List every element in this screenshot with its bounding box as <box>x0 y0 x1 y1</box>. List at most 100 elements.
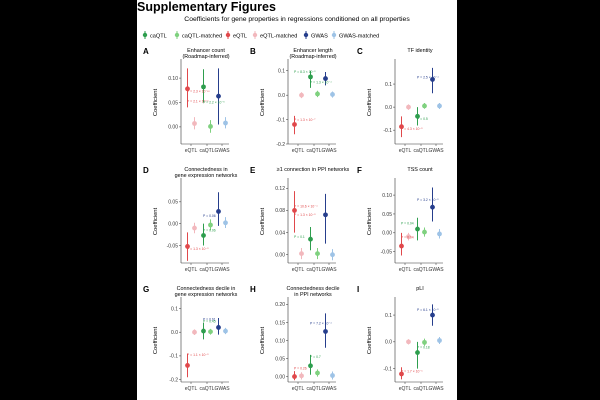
legend-key-dot <box>225 32 231 38</box>
point-eQTL <box>185 86 190 92</box>
point-caQTL-matched <box>315 370 320 376</box>
y-tick-label: 0.00 <box>275 253 285 259</box>
point-GWAS <box>323 329 328 334</box>
p-value-label: P = 0.61 <box>203 317 216 321</box>
y-tick-label: 0.1 <box>385 82 392 88</box>
y-tick-label: -0.2 <box>169 377 178 383</box>
y-tick-label: 0.0 <box>171 330 178 336</box>
point-GWAS-matched <box>223 328 228 334</box>
panel-title: TSS count <box>407 167 433 173</box>
y-tick-label: -0.05 <box>167 243 179 249</box>
point-eQTL <box>185 244 190 249</box>
point-GWAS <box>430 312 435 318</box>
p-value-label: P = 2.2 × 10⁻⁵ <box>203 100 225 104</box>
point-GWAS-matched <box>437 231 442 237</box>
panel-title: in PPI networks <box>294 292 332 298</box>
x-tick-label: caQTL <box>199 386 214 392</box>
x-tick-label: eQTL <box>292 148 305 154</box>
y-tick-label: 0.12 <box>275 186 285 192</box>
y-tick-label: -0.1 <box>383 366 392 372</box>
y-tick-label: 0.10 <box>275 338 285 344</box>
point-caQTL-matched <box>315 251 320 256</box>
p-value-label: P = 0.26 <box>294 366 307 370</box>
panel-title: TF identity <box>407 48 432 54</box>
x-tick-label: caQTL <box>306 148 321 154</box>
x-tick-label: GWAS <box>321 386 337 392</box>
y-axis-label: Coefficient <box>260 207 266 235</box>
p-value-label: P = 2.5 × 10⁻⁴ <box>417 75 439 79</box>
panel-title: Connectedness in <box>184 167 227 173</box>
x-tick-label: eQTL <box>399 267 412 273</box>
y-axis-label: Coefficient <box>367 207 373 235</box>
legend-key-dot <box>142 32 148 38</box>
p-value-label: P = 8.3 × 10⁻⁵ <box>294 70 316 74</box>
point-caQTL <box>308 363 313 369</box>
p-value-label: P = 1.7 × 10⁻⁶ <box>401 370 423 374</box>
y-axis-label: Coefficient <box>260 326 266 354</box>
point-eQTL <box>292 122 297 127</box>
point-eQTL-matched <box>406 339 411 345</box>
point-caQTL-matched <box>422 229 427 235</box>
p-value-label: P = 1.3 × 10⁻⁵ <box>294 213 316 217</box>
p-value-label: P = 2.3 × 10⁻¹² <box>187 90 210 94</box>
point-eQTL <box>399 371 404 377</box>
x-tick-label: caQTL <box>413 148 428 154</box>
point-caQTL <box>308 236 313 242</box>
y-tick-label: 0.0 <box>385 105 392 111</box>
point-eQTL <box>399 243 404 249</box>
point-eQTL-matched <box>192 329 197 335</box>
x-tick-label: GWAS <box>428 148 444 154</box>
p-value-label: P = 0.06 <box>203 229 216 233</box>
point-GWAS <box>323 212 328 218</box>
y-axis-label: Coefficient <box>367 326 373 354</box>
p-value-label: P = 1.3 × 10⁻⁵ <box>187 247 209 251</box>
x-tick-label: eQTL <box>292 267 305 273</box>
legend-key-dot <box>174 32 180 38</box>
point-caQTL <box>308 74 313 80</box>
point-GWAS-matched <box>223 120 228 126</box>
legend: caQTL caQTL-matched eQTL eQTL-matched GWAS GW… <box>142 31 379 40</box>
x-tick-label: GWAS <box>321 267 337 273</box>
panel-letter: H <box>250 285 256 294</box>
x-tick-label: caQTL <box>413 386 428 392</box>
point-eQTL-matched <box>299 251 304 256</box>
point-GWAS-matched <box>437 103 442 109</box>
x-tick-label: GWAS <box>321 148 337 154</box>
x-tick-label: GWAS <box>428 267 444 273</box>
y-tick-label: 0.15 <box>275 320 285 326</box>
x-tick-label: GWAS <box>214 148 230 154</box>
x-tick-label: eQTL <box>292 386 305 392</box>
legend-label: eQTL <box>233 34 247 40</box>
point-eQTL-matched <box>299 373 304 379</box>
y-tick-label: 0.05 <box>275 356 285 362</box>
x-tick-label: GWAS <box>214 267 230 273</box>
x-tick-label: caQTL <box>306 386 321 392</box>
point-eQTL <box>399 124 404 130</box>
legend-key-dot <box>331 32 337 38</box>
point-eQTL <box>292 374 297 379</box>
legend-key-dot <box>303 32 309 38</box>
y-tick-label: 0.1 <box>278 69 285 75</box>
p-value-label: P = 10.6 × 10⁻⁴ <box>294 205 318 209</box>
point-GWAS-matched <box>437 338 442 343</box>
y-tick-label: -0.1 <box>383 128 392 134</box>
point-GWAS <box>323 76 328 81</box>
point-GWAS-matched <box>330 92 335 97</box>
panel-F: F TSS count -0.05 0.00 0.05 0.10 Coefficient eQ… <box>357 166 444 273</box>
panel-title: Connectedness decile in <box>177 286 236 292</box>
panel-title: (Roadmap-inferred) <box>289 54 336 60</box>
point-GWAS <box>216 325 221 330</box>
y-axis-label: Coefficient <box>153 207 159 235</box>
point-GWAS-matched <box>223 220 228 226</box>
x-tick-label: GWAS <box>428 386 444 392</box>
point-GWAS <box>216 93 221 99</box>
point-eQTL-matched <box>192 121 197 126</box>
p-value-label: P = 2.1 × 10⁻⁶ <box>187 100 209 104</box>
y-tick-label: 0.0 <box>278 93 285 99</box>
y-tick-label: 0.04 <box>275 230 285 236</box>
y-tick-label: 0.08 <box>275 208 285 214</box>
y-tick-label: 0.05 <box>168 100 178 106</box>
page-title: Supplementary Figures <box>137 0 276 14</box>
y-tick-label: 0.10 <box>382 193 392 199</box>
